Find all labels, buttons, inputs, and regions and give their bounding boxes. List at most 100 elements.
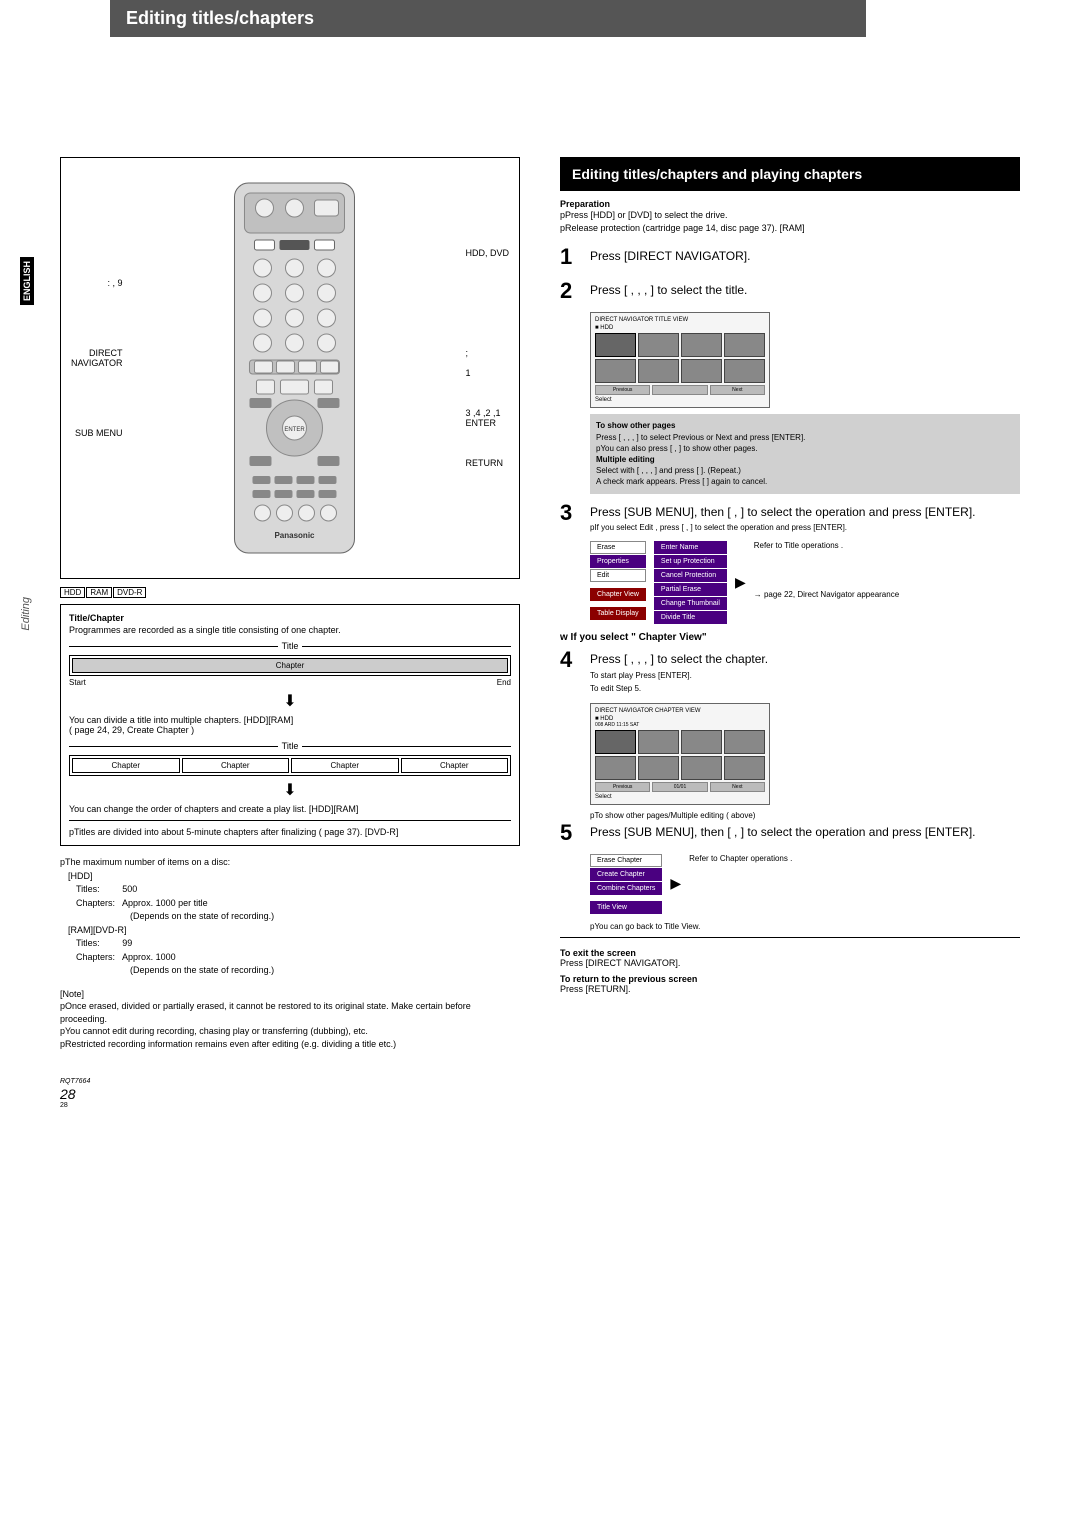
label-return: RETURN [465,458,509,468]
finalize-text: pTitles are divided into about 5-minute … [69,827,511,837]
hdd-titles-label: Titles: [76,884,100,894]
chapter-single: Chapter [72,658,508,673]
remote-svg: ENTER Panasonic [123,178,466,558]
note-3: pRestricted recording information remain… [60,1038,520,1051]
prep-heading: Preparation [560,199,1020,209]
thumbnail [638,333,679,357]
menu-erase-ch: Erase Chapter [590,854,662,867]
thumbnail [638,730,679,754]
page-small: 28 [60,1102,520,1109]
thumbnail [681,730,722,754]
thumbnail [724,756,765,780]
language-tab: ENGLISH [20,257,34,305]
gray-box-1: To show other pages Press [ , , , ] to s… [590,414,1020,493]
chapter-cell: Chapter [182,758,290,773]
arrow-down-icon: ⬇ [69,780,511,800]
tag-hdd: HDD [60,587,85,598]
max-items: pThe maximum number of items on a disc: … [60,856,520,978]
label-nav-skip: : , 9 [71,278,123,288]
hdd-chapters: Approx. 1000 per title [122,898,208,908]
maxitems-intro: pThe maximum number of items on a disc: [60,856,520,870]
tag-ram: RAM [86,587,112,598]
infobox-intro: Programmes are recorded as a single titl… [69,625,511,635]
step-1-text: Press [DIRECT NAVIGATOR]. [590,244,1020,265]
hdd-chapters-label: Chapters: [76,898,115,908]
rd-chapters: Approx. 1000 [122,952,176,962]
step4-n1: To start play Press [ENTER]. [590,670,1020,681]
gray1-t2: pYou can also press [ , ] to show other … [596,443,1014,454]
gray1-t4: A check mark appears. Press [ ] again to… [596,476,1014,487]
menu-properties: Properties [590,555,646,568]
thumbnail [595,730,636,754]
label-hdd-dvd: HDD, DVD [465,248,509,258]
screen1-select: Select [595,397,765,403]
gray1-h1: To show other pages [596,420,1014,431]
prep-1: pPress [HDD] or [DVD] to select the driv… [560,209,1020,222]
maxitems-hdd: [HDD] [68,870,520,884]
menu-edit: Edit [590,569,646,582]
title-label: Title [282,641,299,651]
menu-create-ch: Create Chapter [590,868,662,881]
step-4-text: Press [ , , , ] to select the chapter. [590,651,1020,668]
label-semi: ; [465,348,509,358]
thumbnail [724,730,765,754]
menu-chapter-view: Chapter View [590,588,646,601]
label-sub-menu: SUB MENU [71,428,123,438]
exit-heading: To exit the screen [560,948,1020,958]
page-title: Editing titles/chapters [110,0,866,37]
note-1: pOnce erased, divided or partially erase… [60,1000,520,1025]
dm-app-label: page 22, Direct Navigator appearance [764,590,899,599]
infobox-heading: Title/Chapter [69,613,511,623]
step-3-note: pIf you select Edit , press [ , ] to sel… [590,522,1020,533]
nav-screen-2: DIRECT NAVIGATOR CHAPTER VIEW ■ HDD 008 … [590,703,770,805]
note-heading: [Note] [60,988,520,1001]
menu-change-thumb: Change Thumbnail [654,597,727,610]
step-num-1: 1 [560,244,580,270]
return-text: Press [RETURN]. [560,984,1020,994]
step4-n3: pTo show other pages/Multiple editing ( … [590,811,1020,820]
next-btn: Next [710,385,765,395]
exit-text: Press [DIRECT NAVIGATOR]. [560,958,1020,968]
ctr-btn2: 01/01 [652,782,707,792]
chapter-cell: Chapter [401,758,509,773]
arrow-right-icon: ▶ [735,574,746,591]
gray1-t3: Select with [ , , , ] and press [ ]. (Re… [596,465,1014,476]
arrow-right-icon: ▶ [670,875,681,892]
label-one: 1 [465,368,509,378]
menu-combine-ch: Combine Chapters [590,882,662,895]
menu-title-view: Title View [590,901,662,914]
depends2: (Depends on the state of recording.) [130,964,520,978]
thumbnail [681,359,722,383]
svg-text:ENTER: ENTER [284,427,305,433]
next-btn2: Next [710,782,765,792]
step-5-text: Press [SUB MENU], then [ , ] to select t… [590,820,1020,841]
divide-text: You can divide a title into multiple cha… [69,715,511,735]
menu-diagram-2: Erase Chapter Create Chapter Combine Cha… [590,854,1020,914]
thumbnail [724,333,765,357]
remote-illustration: : , 9 DIRECT NAVIGATOR SUB MENU [60,157,520,579]
end-label: End [497,678,511,687]
hdd-titles: 500 [122,884,137,894]
thumbnail [681,756,722,780]
label-direct-nav: DIRECT NAVIGATOR [71,348,123,368]
thumbnail [595,756,636,780]
title-chapter-box: Title/Chapter Programmes are recorded as… [60,604,520,846]
gray1-h2: Multiple editing [596,454,1014,465]
rd-titles-label: Titles: [76,938,100,948]
step-num-2: 2 [560,278,580,304]
chapter-cell: Chapter [72,758,180,773]
page-number: 28 [60,1086,76,1102]
step-3-text: Press [SUB MENU], then [ , ] to select t… [590,504,1020,521]
label-nums: 3 ,4 ,2 ,1 ENTER [465,408,509,428]
svg-text:Panasonic: Panasonic [274,531,315,540]
prev-btn: Previous [595,385,650,395]
prev-btn2: Previous [595,782,650,792]
right-title: Editing titles/chapters and playing chap… [560,157,1020,191]
start-label: Start [69,678,86,687]
return-heading: To return to the previous screen [560,974,1020,984]
gray1-t1: Press [ , , , ] to select Previous or Ne… [596,432,1014,443]
thumbnail [638,359,679,383]
thumbnail [638,756,679,780]
prep-2: pRelease protection (cartridge page 14, … [560,222,1020,235]
rd-chapters-label: Chapters: [76,952,115,962]
